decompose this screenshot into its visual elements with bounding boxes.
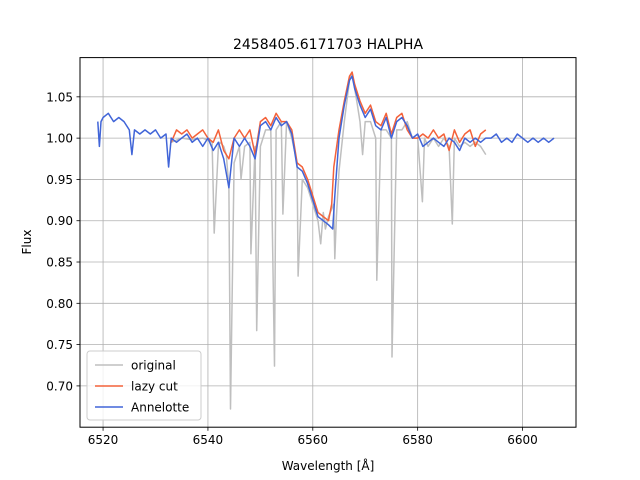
y-tick-label: 0.90 [46, 214, 73, 228]
y-tick-label: 1.05 [46, 90, 73, 104]
x-tick-label: 6560 [298, 433, 329, 447]
y-axis: 0.70 0.75 0.80 0.85 0.90 0.95 1.00 1.05 [46, 90, 80, 393]
y-axis-title: Flux [20, 230, 34, 255]
x-tick-label: 6520 [88, 433, 119, 447]
y-tick-label: 0.85 [46, 256, 73, 270]
x-tick-label: 6540 [193, 433, 224, 447]
plot-area [97, 71, 555, 410]
legend-label-original: original [131, 359, 176, 373]
chart-title: 2458405.6171703 HALPHA [233, 37, 423, 53]
x-tick-label: 6580 [402, 433, 433, 447]
x-tick-label: 6600 [507, 433, 538, 447]
x-axis: 6520 6540 6560 6580 6600 [88, 427, 538, 447]
series-line-lazy-cut [170, 71, 487, 222]
y-tick-label: 0.80 [46, 297, 73, 311]
axes-frame [79, 57, 577, 428]
legend-label-annelotte: Annelotte [131, 401, 189, 415]
legend-label-lazy-cut: lazy cut [131, 380, 178, 394]
y-tick-label: 0.70 [46, 379, 73, 393]
series-line-annelotte [97, 75, 555, 230]
y-tick-label: 0.75 [46, 338, 73, 352]
legend: original lazy cut Annelotte [86, 350, 202, 421]
x-axis-title: Wavelength [Å] [282, 458, 375, 473]
y-tick-label: 1.00 [46, 132, 73, 146]
legend-frame [86, 350, 202, 421]
y-tick-label: 0.95 [46, 173, 73, 187]
